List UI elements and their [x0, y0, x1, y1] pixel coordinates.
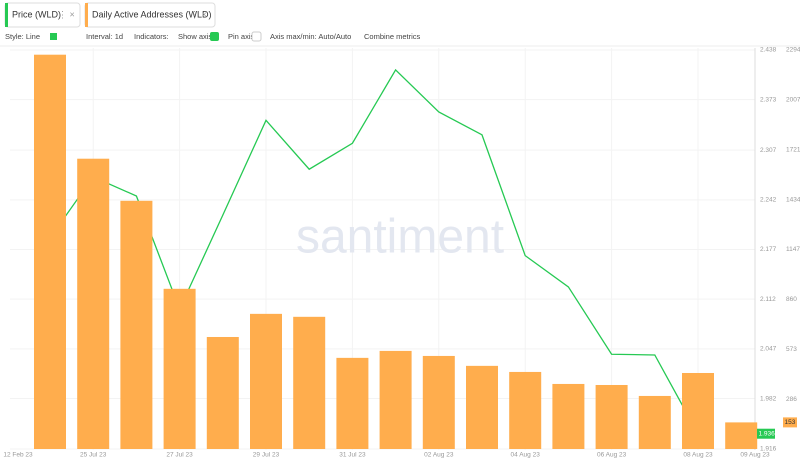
- y2-tick-label: 2294: [786, 47, 800, 54]
- y2-tick-label: 860: [786, 296, 797, 303]
- x-tick-label: 27 Jul 23: [166, 452, 193, 459]
- y-tick-label: 1.982: [760, 395, 777, 402]
- watermark: santiment: [296, 211, 504, 264]
- bar: [638, 395, 671, 449]
- bar: [336, 357, 369, 449]
- toolbar-item[interactable]: Style: Line: [5, 32, 40, 41]
- bar: [422, 355, 455, 449]
- bar: [379, 350, 412, 449]
- x-tick-label: 29 Jul 23: [253, 452, 280, 459]
- y2-tick-label: 1434: [786, 196, 800, 203]
- tab-menu[interactable]: ⋮ ×: [58, 9, 75, 19]
- y-tick-label: 2.112: [760, 296, 776, 303]
- x-tick-label: 06 Aug 23: [597, 452, 627, 459]
- y-tick-label: 2.438: [760, 47, 777, 54]
- x-tick-label: 04 Aug 23: [511, 452, 541, 459]
- y-tick-label: 2.047: [760, 346, 777, 353]
- last-value-badge: [757, 428, 775, 439]
- x-edge-label: 12 Feb 23: [3, 452, 33, 459]
- x-edge-label: 09 Aug 23: [740, 452, 770, 459]
- bar: [466, 365, 498, 449]
- y2-tick-label: 573: [786, 346, 797, 353]
- color-swatch[interactable]: [50, 33, 57, 40]
- y-tick-label: 2.373: [760, 96, 777, 103]
- y-tick-label: 2.307: [760, 147, 777, 154]
- x-tick-label: 08 Aug 23: [683, 452, 713, 459]
- last-value-badge: [783, 417, 797, 428]
- y-tick-label: 2.177: [760, 246, 777, 253]
- x-tick-label: 31 Jul 23: [339, 452, 366, 459]
- tab-menu[interactable]: ⋮ ×: [190, 9, 207, 19]
- toolbar-item[interactable]: Indicators:: [134, 32, 169, 41]
- tab-label[interactable]: Daily Active Addresses (WLD): [92, 9, 212, 19]
- last-value-label: 1.936: [759, 430, 776, 437]
- y2-tick-label: 1721: [786, 146, 800, 153]
- bar: [163, 288, 196, 449]
- toolbar-item[interactable]: Axis max/min: Auto/Auto: [270, 32, 351, 41]
- y-tick-label: 1.916: [760, 446, 777, 453]
- toolbar-item[interactable]: Pin axis: [228, 32, 255, 41]
- tab-label[interactable]: Price (WLD): [12, 9, 61, 19]
- toolbar-item[interactable]: Interval: 1d: [86, 32, 123, 41]
- last-value-label: 153: [785, 419, 796, 426]
- price-line: [49, 68, 699, 435]
- y2-tick-label: 286: [786, 396, 797, 403]
- bar: [682, 372, 714, 449]
- checkbox[interactable]: [251, 31, 262, 42]
- y-tick-label: 2.242: [760, 197, 777, 204]
- bar: [77, 158, 110, 449]
- bar: [250, 313, 282, 449]
- y2-tick-label: 1147: [786, 246, 800, 253]
- x-tick-label: 25 Jul 23: [80, 452, 107, 459]
- tab-accent: [85, 3, 88, 27]
- bar: [509, 371, 542, 449]
- toolbar-item[interactable]: Show axis: [178, 32, 212, 41]
- x-tick-label: 02 Aug 23: [424, 452, 454, 459]
- tab-accent: [5, 3, 8, 27]
- bar: [725, 422, 758, 449]
- checkbox[interactable]: [210, 32, 219, 41]
- bar: [206, 336, 239, 449]
- bar: [293, 316, 326, 449]
- toolbar-item[interactable]: Combine metrics: [364, 32, 421, 41]
- bar: [34, 54, 66, 449]
- bar: [552, 383, 585, 449]
- bar: [120, 200, 153, 449]
- bar: [595, 384, 628, 449]
- y2-tick-label: 2007: [786, 97, 800, 104]
